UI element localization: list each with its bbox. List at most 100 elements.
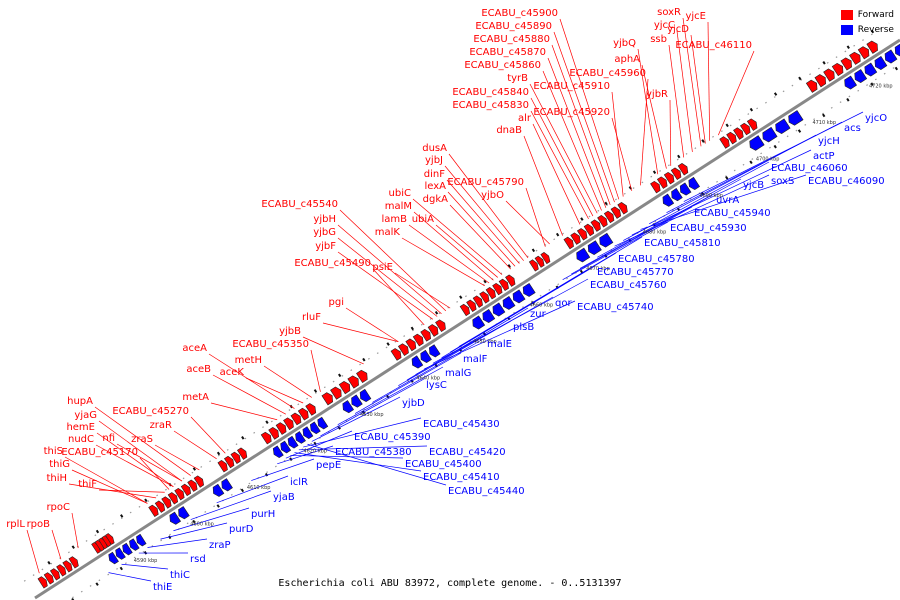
gene-label: iclR <box>290 477 308 488</box>
gene-label: malM <box>385 201 412 212</box>
forward-gene <box>305 403 317 416</box>
scale-tick-label: 4710 kbp <box>812 120 836 126</box>
scale-tick-label: 4620 kbp <box>303 448 327 454</box>
forward-gene <box>167 492 179 505</box>
gene-label: ECABU_c45760 <box>590 280 667 291</box>
label-connector <box>311 396 401 442</box>
forward-gene <box>650 180 661 194</box>
feature-marker <box>362 357 366 362</box>
reverse-gene <box>317 416 329 430</box>
scale-ticks: 4590 kbp 4600 kbp 4610 kbp 4620 kbp 4630 kbp… <box>134 84 893 564</box>
feature-marker <box>822 61 826 65</box>
gene-label: ECABU_c45740 <box>577 302 654 313</box>
feature-marker <box>120 514 124 518</box>
forward-gene <box>405 338 417 352</box>
reverse-gene <box>874 55 888 70</box>
gene-label: qor <box>555 298 572 309</box>
gene-label: zur <box>530 309 547 320</box>
label-connector <box>640 174 807 230</box>
forward-gene <box>297 407 309 421</box>
feature-marker <box>119 566 123 571</box>
forward-gene <box>583 223 595 237</box>
feature-marker <box>580 217 584 221</box>
label-connector <box>424 300 576 370</box>
forward-gene <box>597 215 608 228</box>
feature-marker <box>264 472 269 477</box>
forward-gene <box>37 576 48 589</box>
gene-label: yjbF <box>315 241 336 252</box>
label-connector <box>208 353 295 409</box>
gene-label: soxS <box>771 176 794 187</box>
gene-label: tyrB <box>507 73 528 84</box>
feature-marker <box>95 582 99 586</box>
label-connector <box>641 64 667 169</box>
label-connector <box>71 512 79 549</box>
scale-tick-label: 4650 kbp <box>473 339 497 345</box>
gene-label: yjbD <box>402 398 425 409</box>
feature-marker <box>434 310 439 315</box>
legend-forward-label: Forward <box>857 9 894 20</box>
label-connector <box>571 206 693 275</box>
label-connector <box>450 252 617 353</box>
reverse-gene <box>428 344 441 358</box>
feature-marker <box>749 160 753 165</box>
gene-label: aceK <box>220 367 245 378</box>
scale-tick-label: 4610 kbp <box>247 485 271 491</box>
label-connector <box>532 123 581 225</box>
reverse-gene <box>115 547 126 560</box>
forward-gene <box>590 219 601 232</box>
label-connector <box>401 237 485 287</box>
forward-gene <box>347 375 359 389</box>
reverse-swatch <box>840 24 853 35</box>
scale-tick-label: 4660 kbp <box>530 303 554 309</box>
reverse-gene <box>884 49 898 64</box>
gene-label: ECABU_c45390 <box>354 432 431 443</box>
reverse-gene <box>295 431 306 444</box>
forward-gene <box>275 422 287 435</box>
gene-label: ECABU_c45830 <box>452 100 529 111</box>
gene-label: pepE <box>316 460 341 471</box>
forward-gene <box>656 176 668 189</box>
forward-gene <box>435 319 446 333</box>
reverse-gene <box>679 182 692 196</box>
gene-label: yjbO <box>481 190 504 201</box>
label-connector <box>446 179 520 264</box>
gene-label: ECABU_c45400 <box>405 459 482 470</box>
label-connector <box>298 445 428 451</box>
gene-label: rpoB <box>27 519 51 530</box>
forward-gene <box>236 447 248 460</box>
gene-label: zraR <box>150 420 172 431</box>
gene-label: dinF <box>424 169 445 180</box>
gene-label: ECABU_c45940 <box>694 208 771 219</box>
reverse-gene <box>492 302 506 317</box>
reverse-gene <box>272 445 284 459</box>
forward-gene <box>217 460 228 473</box>
gene-label: ECABU_c45790 <box>447 177 524 188</box>
forward-gene <box>540 252 551 265</box>
label-connector <box>690 34 706 144</box>
label-connector <box>68 483 157 499</box>
reverse-gene <box>522 282 536 297</box>
gene-label: yjbJ <box>425 155 443 166</box>
forward-gene <box>161 496 172 509</box>
gene-label: yjbG <box>313 227 336 238</box>
label-connector <box>160 522 228 540</box>
gene-label: zraP <box>209 540 231 551</box>
label-connector <box>26 529 40 574</box>
feature-marker <box>241 435 245 440</box>
gene-label: malF <box>463 354 488 365</box>
label-connector <box>303 417 422 448</box>
label-connector <box>547 57 607 208</box>
label-connector <box>290 455 404 459</box>
feature-marker <box>701 139 705 143</box>
label-connector <box>458 236 643 347</box>
label-connector <box>98 420 183 482</box>
label-connector <box>108 572 152 582</box>
forward-gene <box>576 228 588 241</box>
gene-label: ECABU_c45890 <box>475 21 552 32</box>
forward-gene <box>746 118 758 131</box>
gene-label: ECABU_c45860 <box>464 60 541 71</box>
feature-marker <box>652 170 657 174</box>
forward-gene <box>866 40 878 54</box>
label-connector <box>121 563 169 570</box>
